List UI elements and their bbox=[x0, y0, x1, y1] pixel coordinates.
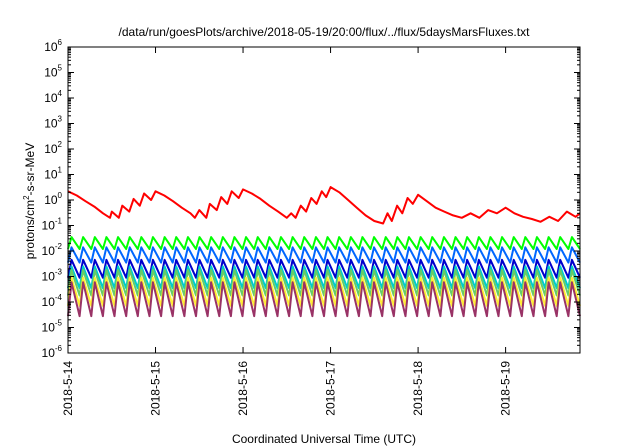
y-axis-label: protons/cm2-s-sr-MeV bbox=[22, 143, 37, 259]
y-tick-label: 103 bbox=[44, 115, 62, 131]
x-tick-label: 2018-5-17 bbox=[324, 361, 338, 416]
x-tick-label: 2018-5-18 bbox=[411, 361, 425, 416]
x-tick-label: 2018-5-15 bbox=[149, 361, 163, 416]
series-line bbox=[67, 186, 581, 225]
y-axis-label-rest: -s-sr-MeV bbox=[23, 143, 37, 196]
chart-title: /data/run/goesPlots/archive/2018-05-19/2… bbox=[119, 25, 531, 39]
x-axis-label: Coordinated Universal Time (UTC) bbox=[232, 432, 416, 446]
y-tick-label: 106 bbox=[44, 38, 62, 54]
series-line bbox=[67, 246, 581, 264]
y-tick-label: 105 bbox=[44, 64, 62, 80]
series-line bbox=[67, 236, 581, 250]
y-tick-label: 104 bbox=[44, 89, 62, 105]
plot-area bbox=[67, 186, 581, 318]
y-tick-label: 10-5 bbox=[42, 319, 63, 335]
x-tick-label: 2018-5-19 bbox=[499, 361, 513, 416]
series-line bbox=[67, 281, 581, 318]
x-tick-label: 2018-5-14 bbox=[61, 361, 75, 416]
y-tick-label: 10-4 bbox=[42, 293, 63, 309]
axes: 106 105 104 103 102 101 100 10-1 10-2 10-3 10-4 10-… bbox=[42, 38, 581, 416]
y-tick-label: 101 bbox=[44, 166, 62, 182]
y-axis-label-exp: 2 bbox=[22, 195, 31, 200]
y-tick-label: 10-1 bbox=[42, 217, 63, 233]
y-tick-label: 10-2 bbox=[42, 242, 63, 258]
y-tick-label: 100 bbox=[44, 191, 62, 207]
y-axis-label-base: protons/cm bbox=[23, 200, 37, 259]
y-tick-label: 102 bbox=[44, 140, 62, 156]
y-tick-label: 10-6 bbox=[42, 344, 63, 360]
x-tick-label: 2018-5-16 bbox=[236, 361, 250, 416]
series-line bbox=[67, 269, 581, 297]
y-tick-label: 10-3 bbox=[42, 268, 63, 284]
series-line bbox=[67, 258, 581, 279]
